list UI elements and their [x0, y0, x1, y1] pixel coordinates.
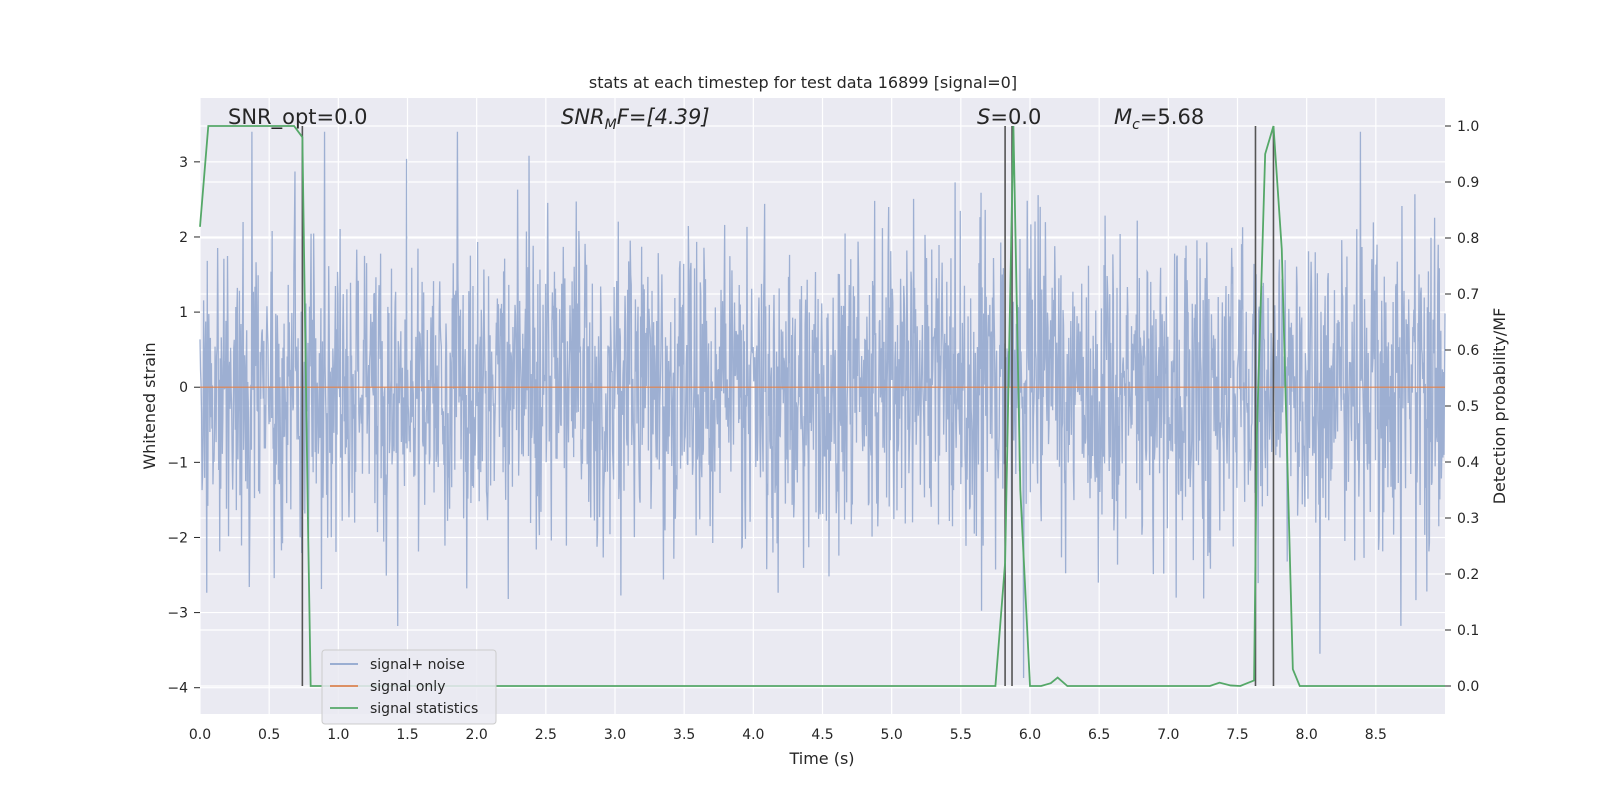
y-left-tick-label: 2: [179, 230, 188, 246]
vertical-markers: [301, 126, 1275, 686]
legend-box: [321, 649, 497, 725]
x-tick-label: 8.5: [1365, 727, 1387, 743]
series-signal-noise: [199, 131, 1446, 679]
y-right-tick-label: 0.7: [1457, 287, 1479, 303]
y-right-tick-label: 0.0: [1457, 679, 1479, 695]
y-right-tick-label: 0.6: [1457, 343, 1479, 359]
legend: signal+ noise signal only signal statist…: [321, 649, 497, 725]
annotation-s: S=0.0: [977, 105, 1041, 129]
x-tick-label: 6.5: [1088, 727, 1110, 743]
y-right-tick-label: 0.4: [1457, 455, 1479, 471]
x-tick-label: 2.0: [466, 727, 488, 743]
x-tick-label: 0.0: [189, 727, 211, 743]
y-left-tick-label: −3: [167, 606, 188, 622]
x-tick-label: 3.0: [604, 727, 626, 743]
y-right-tick-label: 0.8: [1457, 231, 1479, 247]
y-left-tick-label: −1: [167, 455, 188, 471]
y-left-tick-label: 0: [179, 380, 188, 396]
y-right-tick-label: 0.1: [1457, 623, 1479, 639]
x-tick-label: 0.5: [258, 727, 280, 743]
x-axis-label: Time (s): [788, 749, 854, 768]
x-tick-label: 6.0: [1019, 727, 1041, 743]
x-tick-label: 7.0: [1157, 727, 1179, 743]
y-right-tick-label: 0.5: [1457, 399, 1479, 415]
chart-title: stats at each timestep for test data 168…: [589, 73, 1017, 92]
legend-label-signal-only: signal only: [370, 679, 445, 695]
y-axis-right-ticks: 1.0 0.9 0.8 0.7 0.6 0.5 0.4 0.3 0.2 0.1 0.0: [1445, 119, 1479, 695]
y-right-tick-label: 0.9: [1457, 175, 1479, 191]
y-right-tick-label: 0.3: [1457, 511, 1479, 527]
y-right-tick-label: 1.0: [1457, 119, 1479, 135]
y-axis-right-label: Detection probability/MF: [1490, 308, 1509, 505]
y-axis-left-ticks: 3 2 1 0 −1 −2 −3 −4: [167, 155, 200, 697]
x-tick-label: 7.5: [1226, 727, 1248, 743]
x-tick-label: 4.5: [811, 727, 833, 743]
statistics-line: [199, 125, 1445, 687]
annotation-mc: Mc=5.68: [1114, 105, 1204, 133]
x-tick-label: 1.5: [396, 727, 418, 743]
x-tick-label: 8.0: [1296, 727, 1318, 743]
x-tick-label: 5.5: [950, 727, 972, 743]
y-left-tick-label: −4: [167, 681, 188, 697]
x-tick-label: 5.0: [881, 727, 903, 743]
x-tick-label: 3.5: [673, 727, 695, 743]
legend-label-signal-noise: signal+ noise: [370, 657, 465, 673]
x-axis-ticks: 0.0 0.5 1.0 1.5 2.0 2.5 3.0 3.5 4.0 4.5 5.0 5.5 6.0 6…: [189, 727, 1387, 743]
x-tick-label: 4.0: [742, 727, 764, 743]
y-left-tick-label: −2: [167, 530, 188, 546]
annotation-snr-mf: SNRMF=[4.39]: [561, 105, 710, 133]
y-left-tick-label: 3: [179, 155, 188, 171]
y-left-tick-label: 1: [179, 305, 188, 321]
noise-line: [199, 131, 1446, 679]
y-right-tick-label: 0.2: [1457, 567, 1479, 583]
legend-label-signal-statistics: signal statistics: [370, 701, 478, 717]
x-tick-label: 2.5: [535, 727, 557, 743]
series-signal-statistics: [199, 125, 1445, 687]
x-tick-label: 1.0: [327, 727, 349, 743]
y-axis-left-label: Whitened strain: [140, 342, 159, 469]
annotation-snr-opt: SNR_opt=0.0: [228, 105, 368, 130]
